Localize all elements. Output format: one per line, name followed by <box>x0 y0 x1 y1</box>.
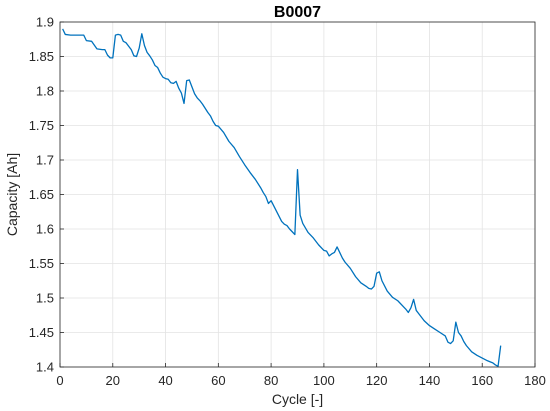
y-tick-label: 1.6 <box>36 222 54 237</box>
x-tick-label: 60 <box>211 373 225 388</box>
ticks: 0 20 40 60 80 100 120 140 160 180 1.4 1.45 1.5 1.55 1.… <box>29 15 546 389</box>
x-tick-label: 180 <box>524 373 546 388</box>
x-tick-label: 120 <box>366 373 388 388</box>
series-layer <box>62 28 502 367</box>
capacity-series-line <box>62 28 502 367</box>
grid <box>59 21 536 368</box>
y-tick-label: 1.8 <box>36 84 54 99</box>
x-tick-label: 0 <box>56 373 63 388</box>
x-tick-label: 80 <box>264 373 278 388</box>
y-axis-label: Capacity [Ah] <box>4 153 20 236</box>
y-tick-label: 1.45 <box>29 325 54 340</box>
y-tick-label: 1.4 <box>36 360 54 375</box>
x-axis-label: Cycle [-] <box>272 391 323 407</box>
y-tick-label: 1.75 <box>29 118 54 133</box>
y-tick-label: 1.65 <box>29 187 54 202</box>
x-tick-label: 160 <box>471 373 493 388</box>
y-tick-label: 1.55 <box>29 256 54 271</box>
x-tick-label: 40 <box>158 373 172 388</box>
y-tick-label: 1.85 <box>29 49 54 64</box>
chart-title: B0007 <box>274 4 321 21</box>
y-tick-label: 1.7 <box>36 153 54 168</box>
x-tick-label: 140 <box>419 373 441 388</box>
y-tick-label: 1.5 <box>36 291 54 306</box>
y-tick-label: 1.9 <box>36 15 54 30</box>
x-tick-label: 100 <box>313 373 335 388</box>
x-tick-label: 20 <box>106 373 120 388</box>
